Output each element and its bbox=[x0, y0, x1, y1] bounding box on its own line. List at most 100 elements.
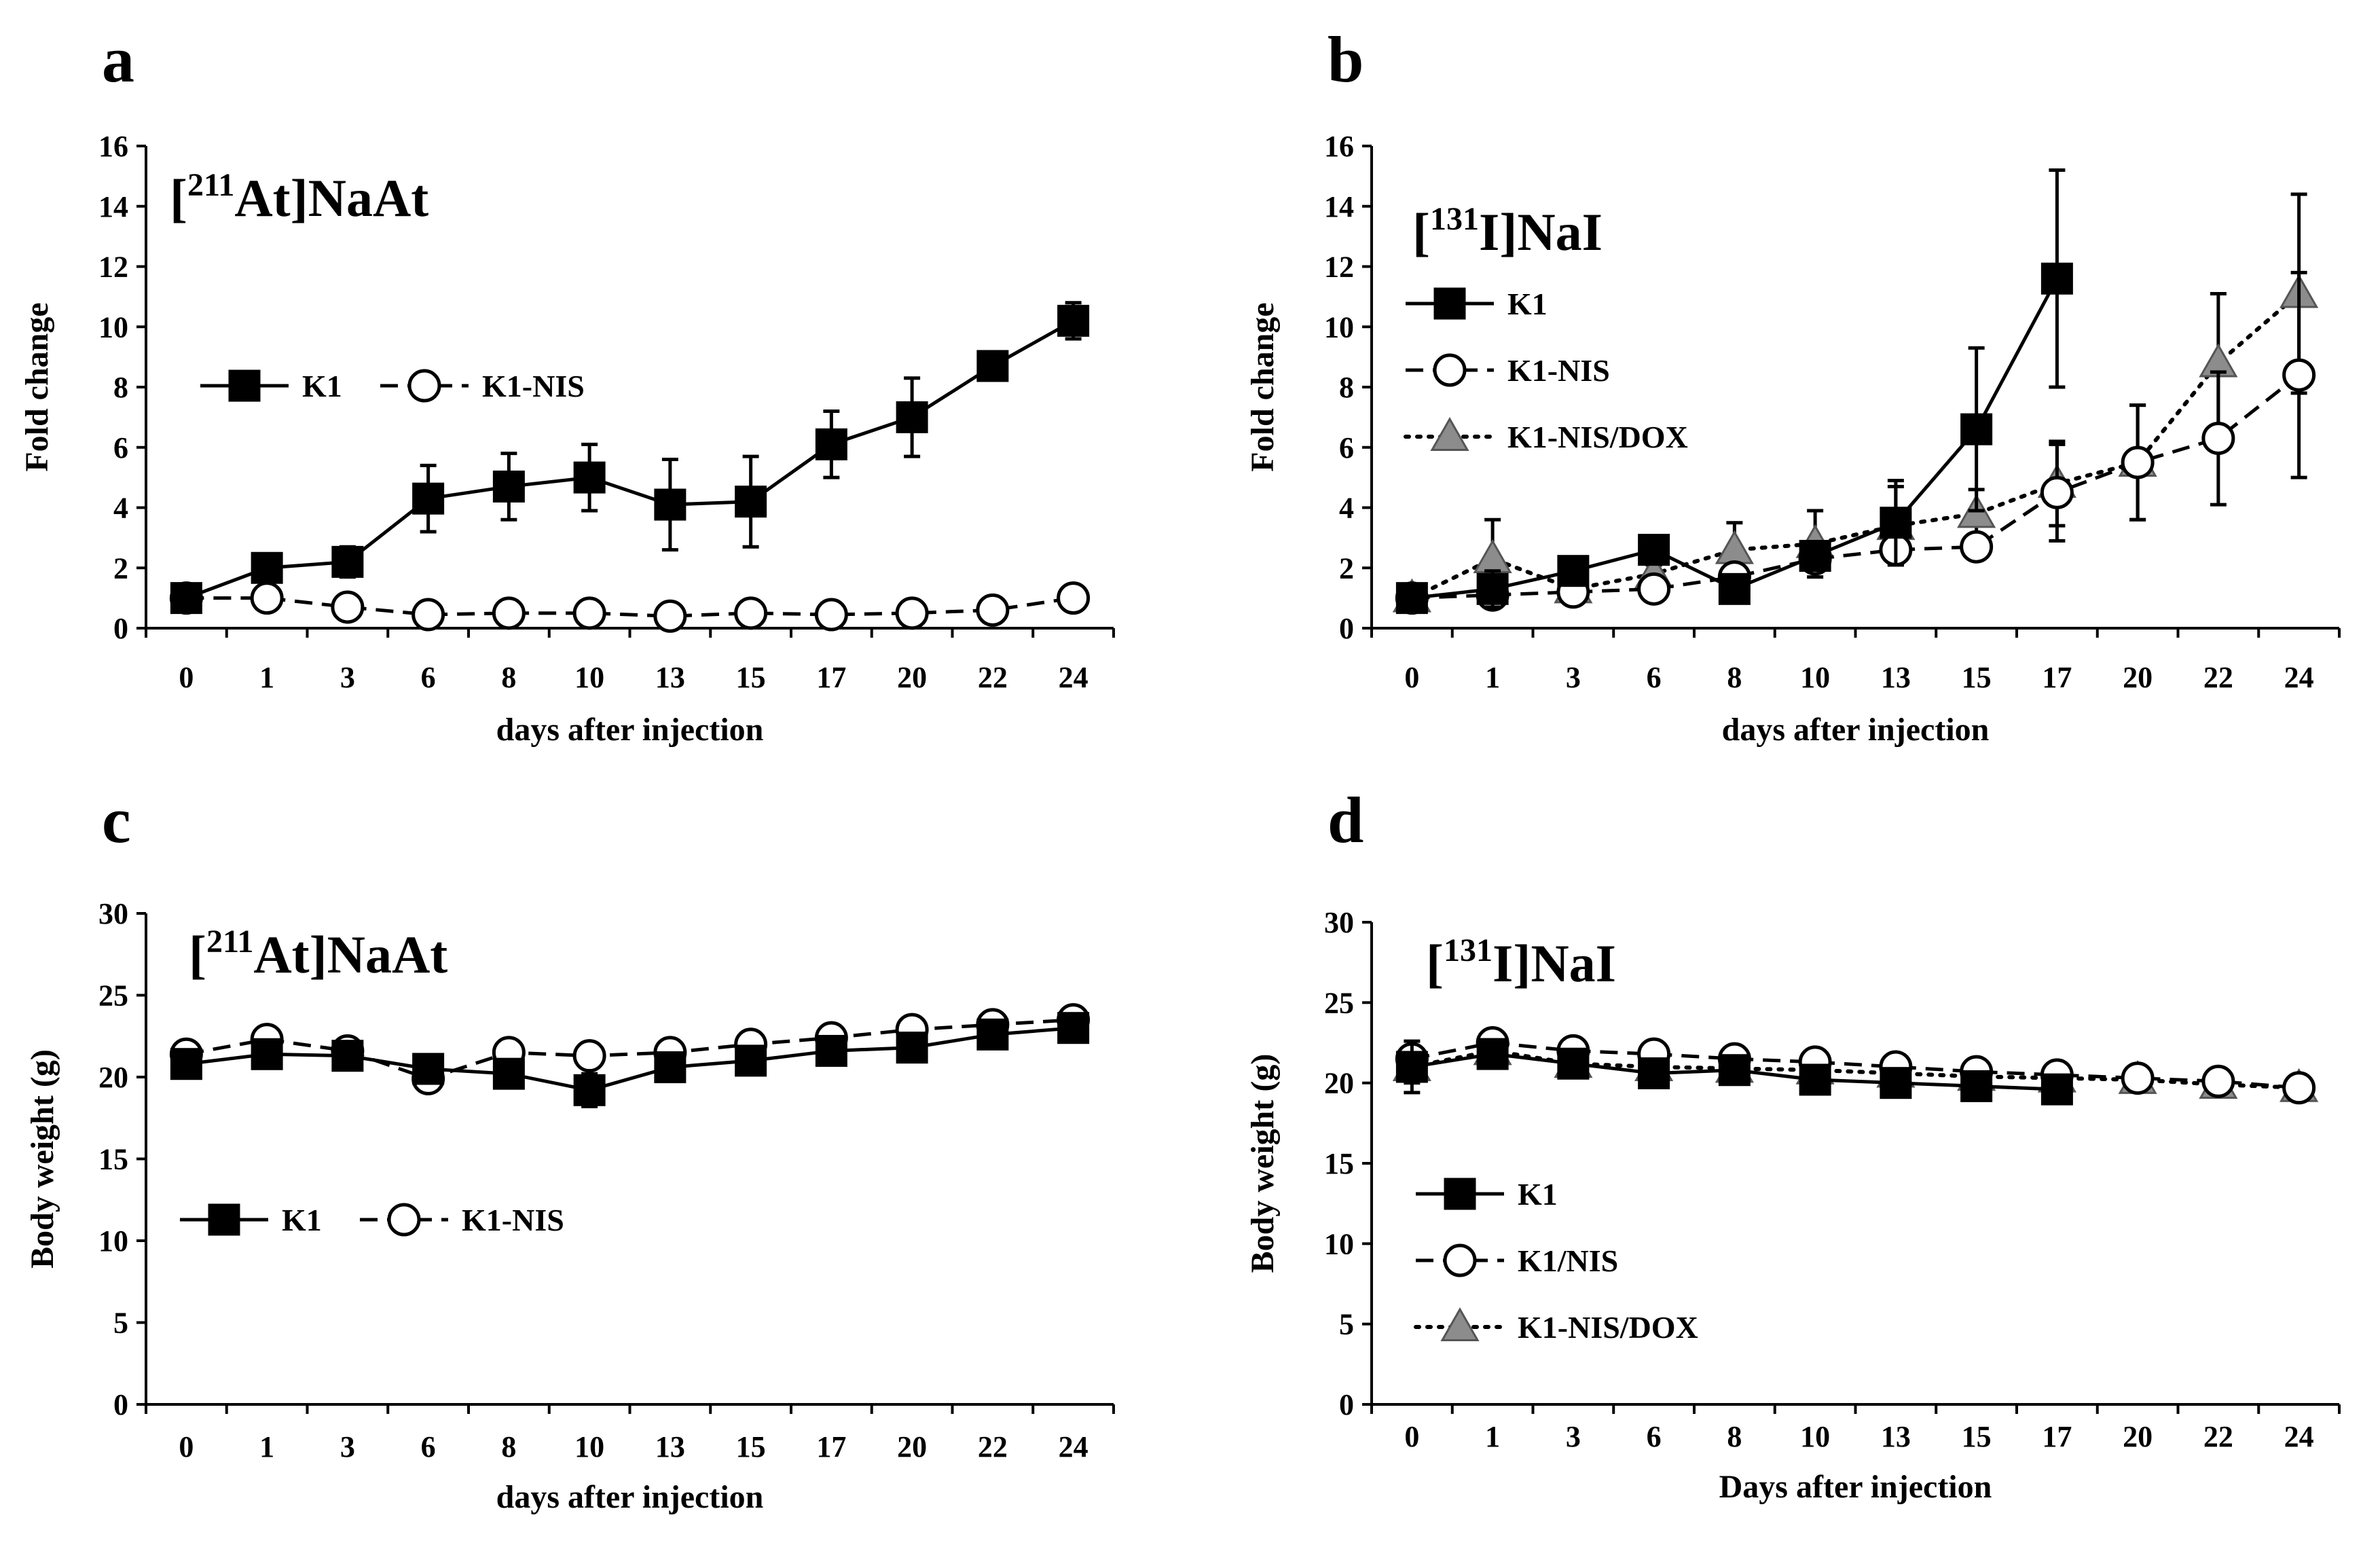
data-point bbox=[2121, 1061, 2155, 1095]
data-point bbox=[734, 596, 768, 630]
data-point bbox=[1557, 555, 1590, 587]
y-tick-label: 6 bbox=[1339, 431, 1354, 465]
x-axis-label: days after injection bbox=[496, 712, 764, 748]
x-tick-label: 15 bbox=[1962, 1420, 1992, 1453]
data-point bbox=[815, 428, 847, 460]
legend-item: K1/NIS bbox=[1416, 1243, 1618, 1278]
data-point bbox=[976, 350, 1009, 382]
legend-marker bbox=[387, 1203, 421, 1237]
panel-letter: a bbox=[102, 23, 134, 96]
y-tick-label: 2 bbox=[1339, 551, 1354, 585]
y-axis-label: Body weight (g) bbox=[1245, 1054, 1281, 1273]
data-point bbox=[895, 596, 929, 630]
legend-item: K1 bbox=[200, 369, 342, 403]
data-point bbox=[976, 593, 1010, 627]
x-tick-label: 8 bbox=[501, 661, 516, 694]
legend-item: K1-NIS/DOX bbox=[1414, 1307, 1698, 1345]
data-point bbox=[1960, 413, 1993, 445]
title-suffix: At]NaAt bbox=[253, 925, 447, 984]
y-tick-label: 0 bbox=[113, 612, 128, 645]
x-tick-label: 3 bbox=[1566, 661, 1581, 694]
data-point bbox=[654, 488, 686, 521]
x-axis-label: Days after injection bbox=[1719, 1469, 1992, 1505]
x-tick-label: 1 bbox=[1485, 1420, 1500, 1453]
x-tick-label: 15 bbox=[736, 661, 766, 694]
x-tick-label: 6 bbox=[421, 661, 436, 694]
x-tick-label: 20 bbox=[897, 1430, 927, 1463]
title-suffix: I]NaI bbox=[1479, 202, 1603, 261]
data-point bbox=[250, 581, 284, 615]
y-tick-label: 14 bbox=[98, 190, 128, 223]
data-point bbox=[1637, 572, 1671, 606]
legend: K1 K1-NIS K1-NIS/DOX bbox=[1404, 287, 1688, 454]
data-point bbox=[251, 551, 283, 584]
x-tick-label: 6 bbox=[1647, 661, 1662, 694]
series-K1 bbox=[1395, 1038, 2073, 1106]
data-point bbox=[1057, 1012, 1090, 1044]
data-point bbox=[654, 1051, 686, 1084]
legend: K1 K1/NIS K1-NIS/DOX bbox=[1414, 1177, 1698, 1345]
y-tick-label: 16 bbox=[98, 130, 128, 163]
data-point bbox=[331, 590, 365, 624]
legend-label: K1 bbox=[282, 1203, 322, 1237]
x-tick-label: 24 bbox=[1059, 661, 1088, 694]
y-axis-label: Fold change bbox=[19, 302, 55, 471]
data-point bbox=[1057, 581, 1091, 615]
x-tick-label: 10 bbox=[1800, 661, 1830, 694]
y-tick-label: 0 bbox=[113, 1388, 128, 1421]
x-tick-label: 17 bbox=[2042, 1420, 2072, 1453]
legend-item: K1 bbox=[1416, 1177, 1558, 1212]
y-tick-label: 8 bbox=[1339, 371, 1354, 404]
y-tick-label: 4 bbox=[113, 492, 128, 525]
x-tick-label: 10 bbox=[574, 661, 604, 694]
legend-label: K1 bbox=[1518, 1177, 1558, 1212]
legend-label: K1-NIS/DOX bbox=[1507, 420, 1688, 454]
legend-item: K1 bbox=[180, 1203, 322, 1237]
y-tick-label: 10 bbox=[98, 1224, 128, 1258]
x-tick-label: 8 bbox=[501, 1430, 516, 1463]
panel-letter: c bbox=[102, 784, 131, 856]
title-superscript: 211 bbox=[206, 924, 253, 960]
legend-label: K1-NIS bbox=[1507, 353, 1610, 388]
y-tick-label: 15 bbox=[1324, 1147, 1354, 1180]
data-point bbox=[896, 1032, 928, 1064]
x-tick-label: 20 bbox=[2123, 1420, 2153, 1453]
data-point bbox=[1880, 507, 1912, 539]
x-tick-label: 13 bbox=[655, 1430, 685, 1463]
y-tick-label: 2 bbox=[113, 551, 128, 585]
y-tick-label: 4 bbox=[1339, 492, 1354, 525]
legend-label: K1 bbox=[1507, 287, 1548, 321]
data-point bbox=[1718, 572, 1751, 605]
x-tick-label: 22 bbox=[2203, 661, 2233, 694]
x-tick-label: 1 bbox=[259, 661, 274, 694]
x-tick-label: 22 bbox=[978, 661, 1008, 694]
legend-label: K1-NIS/DOX bbox=[1518, 1310, 1698, 1345]
x-tick-label: 1 bbox=[1485, 661, 1500, 694]
data-point bbox=[331, 545, 364, 578]
x-tick-label: 22 bbox=[978, 1430, 1008, 1463]
data-point bbox=[2282, 1071, 2316, 1105]
y-tick-label: 30 bbox=[1324, 906, 1354, 939]
y-axis-label: Fold change bbox=[1245, 302, 1281, 471]
legend-item: K1-NIS bbox=[360, 1203, 564, 1237]
x-tick-label: 15 bbox=[736, 1430, 766, 1463]
legend-marker bbox=[208, 1203, 240, 1236]
x-tick-label: 0 bbox=[179, 1430, 194, 1463]
x-tick-label: 1 bbox=[259, 1430, 274, 1463]
title-suffix: I]NaI bbox=[1493, 934, 1616, 993]
y-tick-label: 0 bbox=[1339, 1388, 1354, 1421]
legend: K1 K1-NIS bbox=[200, 369, 585, 403]
x-tick-label: 0 bbox=[179, 661, 194, 694]
x-tick-label: 8 bbox=[1727, 661, 1742, 694]
series-K1-NIS/DOX bbox=[1392, 1031, 2319, 1102]
y-tick-label: 20 bbox=[1324, 1067, 1354, 1100]
x-tick-label: 0 bbox=[1404, 661, 1419, 694]
panel-letter: b bbox=[1328, 23, 1363, 96]
legend-marker bbox=[1443, 1243, 1477, 1277]
x-tick-label: 17 bbox=[816, 661, 846, 694]
legend-label: K1-NIS bbox=[482, 369, 585, 403]
x-axis-label: days after injection bbox=[1722, 712, 1990, 748]
legend-marker bbox=[1440, 1307, 1480, 1341]
